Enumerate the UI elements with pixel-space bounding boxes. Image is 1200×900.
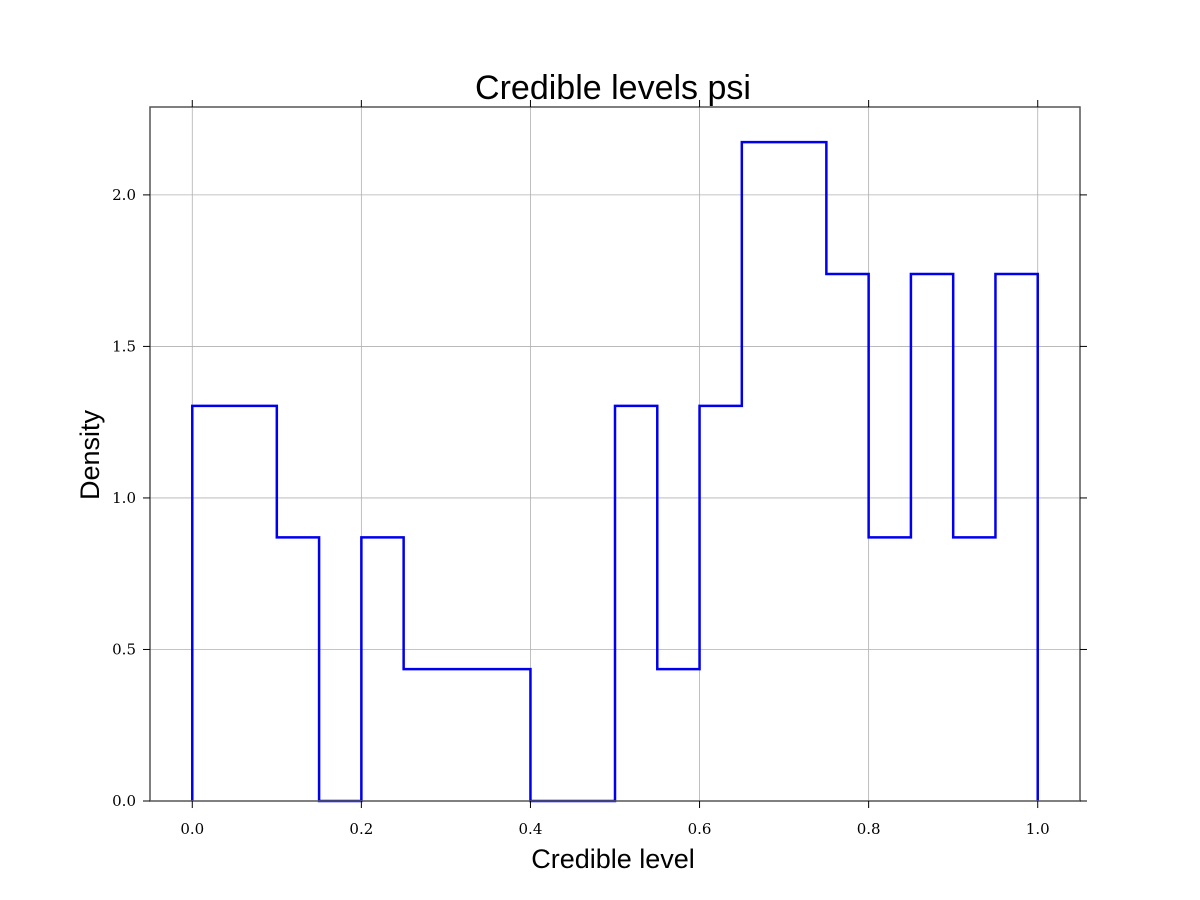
- histogram-bin: [742, 142, 784, 801]
- y-tick-label: 2.0: [112, 186, 136, 204]
- histogram-bin: [784, 142, 826, 801]
- y-tick-label: 1.0: [112, 489, 136, 507]
- x-tick-label: 0.6: [688, 820, 712, 838]
- x-tick-label: 0.2: [349, 820, 373, 838]
- histogram-bin: [953, 537, 995, 801]
- histogram-bin: [869, 537, 911, 801]
- y-tick-labels: 0.0 0.5 1.0 1.5 2.0: [112, 186, 136, 810]
- x-tick-label: 1.0: [1026, 820, 1050, 838]
- axis-ticks: [143, 100, 1087, 808]
- x-axis-label: Credible level: [531, 844, 695, 874]
- histogram-bin: [700, 406, 742, 801]
- x-tick-label: 0.8: [857, 820, 881, 838]
- histogram-bin: [235, 406, 277, 801]
- histogram-bin: [446, 669, 488, 801]
- x-tick-label: 0.4: [519, 820, 543, 838]
- histogram-bin: [361, 537, 403, 801]
- histogram-bin: [615, 406, 657, 801]
- histogram-bin: [826, 274, 868, 801]
- x-tick-label: 0.0: [180, 820, 204, 838]
- histogram-bin: [404, 669, 446, 801]
- histogram-bin: [995, 274, 1037, 801]
- y-axis-label: Density: [75, 409, 105, 500]
- chart-title: Credible levels psi: [475, 69, 751, 107]
- histogram-bin: [192, 406, 234, 801]
- histogram-bin: [277, 537, 319, 801]
- histogram-bars: [191, 140, 1039, 803]
- histogram-bin: [657, 669, 699, 801]
- y-tick-label: 1.5: [112, 337, 136, 355]
- histogram-bin: [911, 274, 953, 801]
- plot-frame: [149, 106, 1081, 802]
- x-tick-labels: 0.0 0.2 0.4 0.6 0.8 1.0: [180, 820, 1049, 838]
- y-tick-label: 0.0: [112, 792, 136, 810]
- y-tick-label: 0.5: [112, 640, 136, 658]
- histogram-bin: [488, 669, 530, 801]
